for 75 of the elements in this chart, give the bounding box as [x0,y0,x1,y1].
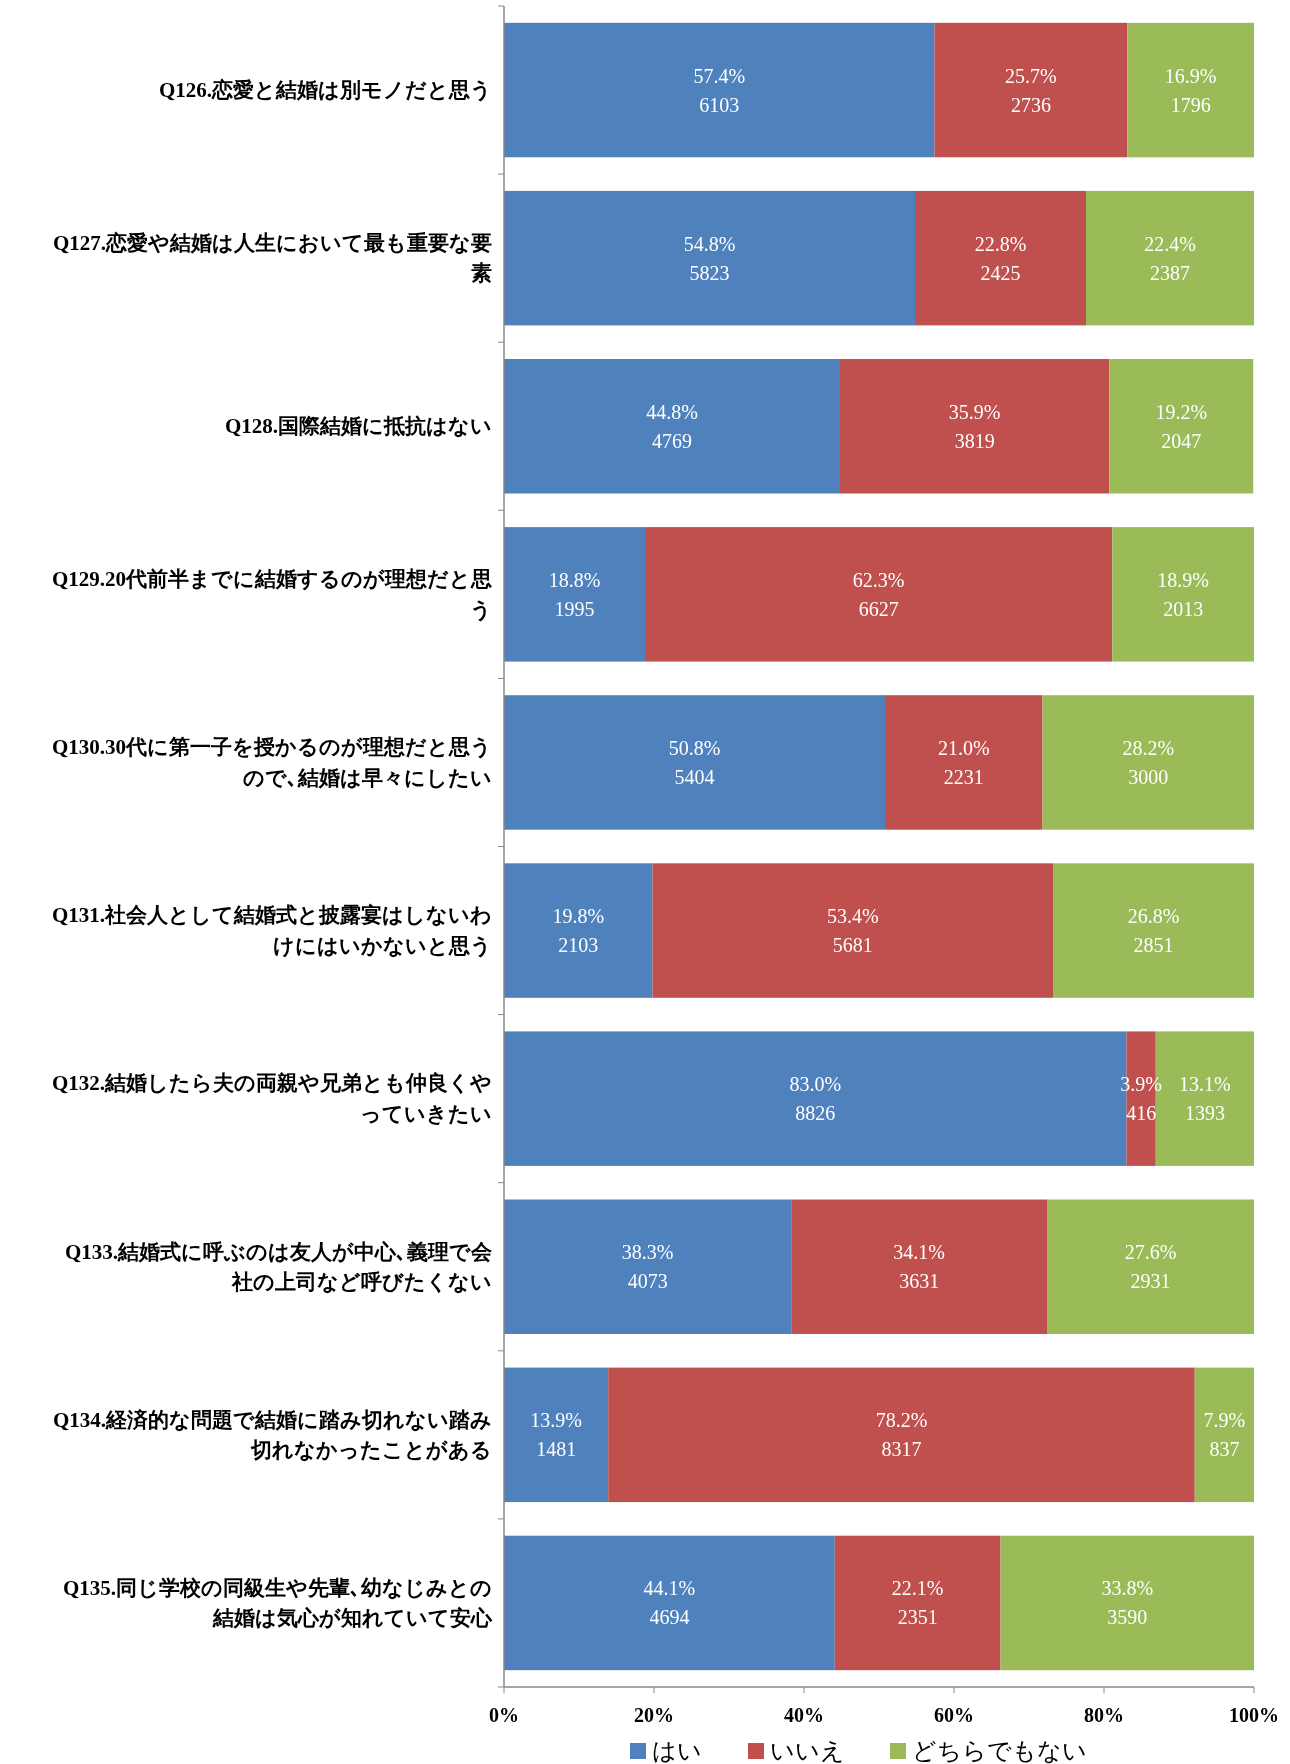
bar [504,1367,609,1503]
bar [840,359,1110,494]
legend-label: いいえ [770,1738,845,1764]
bar [1112,527,1254,662]
y-tick-label: Q129.20代前半までに結婚するのが理想だと思う [51,567,492,622]
bar [608,1367,1195,1503]
bar [1042,695,1254,830]
bar [834,1535,1001,1671]
x-tick-label: 0% [489,1704,519,1726]
data-label: 38.3% 4073 [621,1241,674,1293]
bar [504,22,935,158]
y-tick-label: Q135.同じ学校の同級生や先輩､幼なじみとの結婚は気心が知れていて安心 [62,1575,493,1631]
data-label: 35.9% 3819 [948,400,1001,452]
data-label: 25.7% 2736 [1005,64,1057,116]
bar [504,1535,835,1671]
data-label: 21.0% 2231 [937,736,990,788]
bar [885,695,1043,830]
bar [1086,190,1254,326]
x-tick-label: 60% [934,1704,974,1726]
bar [915,190,1086,326]
bar [504,695,885,830]
data-label: 22.4% 2387 [1144,232,1196,284]
data-label: 28.2% 3000 [1122,736,1175,788]
bar [934,22,1128,158]
data-label: 34.1% 3631 [893,1241,945,1293]
data-label: 83.0% 8826 [789,1073,842,1125]
data-label: 19.2% 2047 [1155,400,1208,452]
y-tick-label: Q131.社会人として結婚式と披露宴はしないわけにはいかないと思う [51,903,492,958]
bar [652,863,1053,998]
data-label: 53.4% 5681 [826,905,879,957]
data-label: 19.8% 2103 [552,905,605,957]
x-tick-label: 80% [1084,1704,1124,1726]
data-label: 54.8% 5823 [683,232,736,284]
data-label: 22.8% 2425 [974,232,1027,284]
y-tick-label: Q127.恋愛や結婚は人生において最も重要な要素 [52,230,492,286]
bar [1047,1199,1254,1334]
data-label: 50.8% 5404 [668,736,721,788]
data-label: 44.8% 4769 [646,400,698,452]
legend-label: はい [652,1738,702,1764]
data-label: 18.8% 1995 [548,568,601,620]
bar [504,527,645,662]
bar [645,527,1113,662]
y-tick-label: Q133.結婚式に呼ぶのは友人が中心､義理で会社の上司など呼びたくない [64,1239,493,1294]
x-tick-label: 100% [1229,1704,1279,1726]
x-tick-label: 40% [784,1704,824,1726]
data-label: 26.8% 2851 [1127,905,1180,957]
bar [1000,1535,1254,1671]
bar [1109,359,1254,494]
data-label: 16.9% 1796 [1164,64,1217,116]
data-label: 33.8% 3590 [1101,1577,1154,1629]
bar [1127,22,1254,158]
y-tick-label: Q132.結婚したら夫の両親や兄弟とも仲良くやっていきたい [51,1071,492,1126]
data-label: 78.2% 8317 [875,1409,928,1461]
bar [504,359,840,494]
bar [1194,1367,1254,1503]
bar [504,190,915,326]
bar [504,1199,792,1334]
x-tick-label: 20% [634,1704,674,1726]
data-label: 27.6% 2931 [1124,1241,1177,1293]
data-label: 13.1% 1393 [1179,1073,1231,1125]
bar [504,863,653,998]
data-label: 7.9% 837 [1203,1409,1246,1461]
bar [1053,863,1254,998]
y-tick-label: Q134.経済的な問題で結婚に踏み切れない踏み切れなかったことがある [52,1407,492,1463]
legend-label: どちらでもない [912,1738,1087,1764]
y-tick-label: Q130.30代に第一子を授かるのが理想だと思うので､結婚は早々にしたい [51,735,492,790]
data-label: 44.1% 4694 [643,1577,696,1629]
data-label: 13.9% 1481 [530,1409,582,1461]
data-label: 62.3% 6627 [852,568,905,620]
y-tick-label: Q128.国際結婚に抵抗はない [224,414,492,439]
data-label: 57.4% 6103 [693,64,746,116]
data-label: 22.1% 2351 [891,1577,944,1629]
y-tick-label: Q126.恋愛と結婚は別モノだと思う [158,78,492,103]
bar [791,1199,1047,1334]
data-label: 18.9% 2013 [1157,568,1209,620]
